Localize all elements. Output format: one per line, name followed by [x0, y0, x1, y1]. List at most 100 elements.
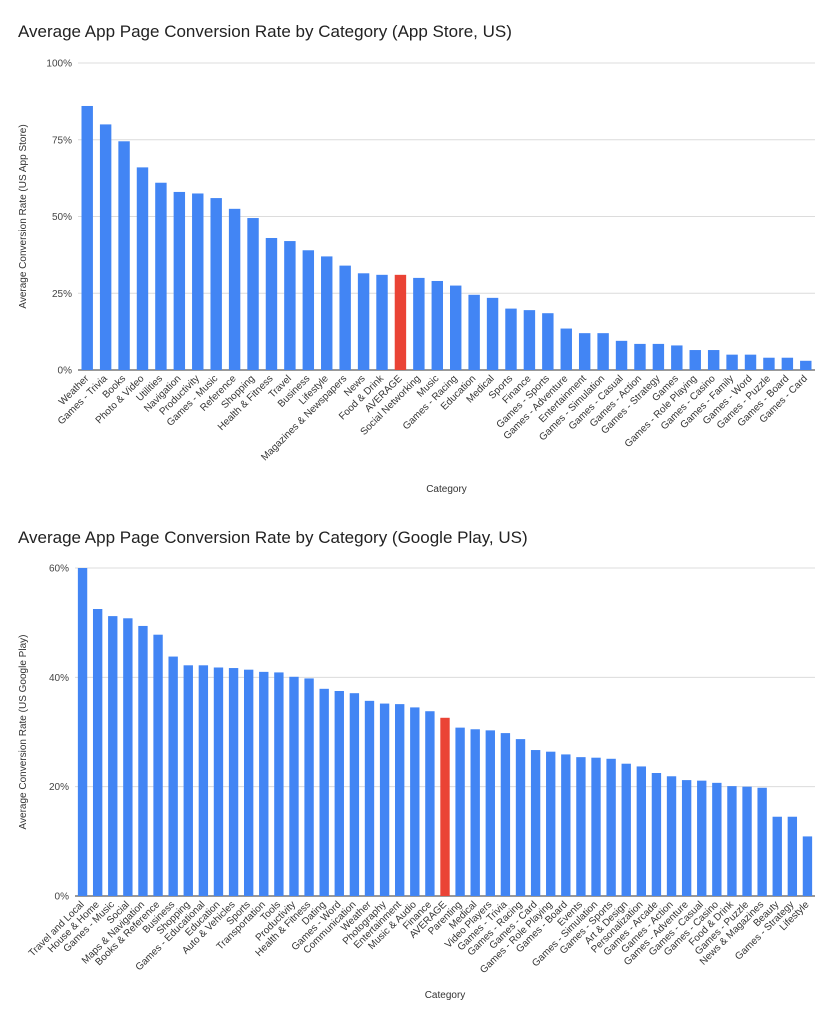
- google-play-bar: [546, 751, 556, 896]
- google-play-bar: [681, 780, 692, 896]
- app-store-bar: [173, 191, 186, 370]
- google-play-bar-average: [440, 717, 450, 896]
- app-store-bar: [450, 285, 462, 370]
- google-play-bar: [334, 691, 344, 896]
- google-play-bar: [153, 634, 163, 896]
- app-store-bar: [763, 357, 775, 370]
- google-play-bar: [742, 786, 752, 896]
- google-play-bar: [591, 757, 601, 896]
- app-store-bar: [505, 308, 517, 370]
- app-store-bar: [800, 360, 812, 370]
- google-play-bar: [108, 616, 118, 896]
- app-store-y-tick-label: 100%: [46, 59, 72, 70]
- google-play-bar: [349, 693, 360, 896]
- app-store-bar: [707, 350, 720, 370]
- google-play-bar: [425, 711, 435, 896]
- google-play-bar: [576, 757, 586, 896]
- google-play-bar: [319, 688, 329, 896]
- app-store-chart: Average App Page Conversion Rate by Cate…: [18, 22, 815, 495]
- app-store-bar: [118, 141, 130, 370]
- app-store-bar: [357, 273, 370, 370]
- app-store-y-tick-label: 25%: [52, 289, 72, 300]
- google-play-bar: [636, 766, 647, 896]
- app-store-bar: [689, 350, 701, 370]
- app-store-bar: [431, 280, 443, 370]
- google-play-bar: [697, 780, 707, 896]
- app-store-y-tick-label: 75%: [52, 135, 72, 146]
- app-store-bar: [155, 182, 167, 370]
- google-play-bar: [500, 733, 511, 896]
- app-store-bar: [468, 294, 480, 370]
- google-play-chart: Average App Page Conversion Rate by Cate…: [18, 528, 815, 1001]
- google-play-bar: [757, 787, 767, 896]
- google-play-bar: [666, 776, 677, 896]
- google-play-bar: [243, 669, 254, 896]
- google-play-bar: [198, 665, 209, 896]
- google-play-y-axis-title: Average Conversion Rate (US Google Play): [18, 635, 29, 830]
- google-play-bar: [410, 707, 420, 896]
- google-play-y-tick-label: 20%: [49, 782, 69, 793]
- google-play-bar: [530, 750, 541, 896]
- app-store-bar: [339, 265, 351, 370]
- google-play-bar: [395, 704, 405, 896]
- app-store-bar: [192, 193, 204, 370]
- app-store-bar: [284, 241, 296, 370]
- google-play-bar: [379, 703, 390, 896]
- app-store-bar: [247, 218, 259, 370]
- app-store-y-tick-label: 50%: [52, 212, 72, 223]
- google-play-y-tick-label: 60%: [49, 564, 69, 575]
- app-store-bar: [578, 333, 591, 370]
- app-store-bar: [560, 328, 572, 370]
- google-play-bar: [727, 786, 737, 896]
- google-play-bar: [123, 618, 133, 896]
- google-play-bar: [606, 758, 616, 896]
- app-store-bar: [597, 333, 609, 370]
- app-store-y-axis-title: Average Conversion Rate (US App Store): [18, 124, 29, 308]
- app-store-bar: [210, 198, 222, 370]
- google-play-bar: [455, 727, 465, 896]
- google-play-bar: [228, 668, 239, 896]
- app-store-bar: [744, 354, 757, 370]
- app-store-bar: [523, 310, 536, 370]
- google-play-bar: [470, 729, 480, 896]
- google-play-bar: [138, 625, 148, 896]
- app-store-bar-average: [394, 274, 407, 370]
- app-store-chart-title: Average App Page Conversion Rate by Cate…: [18, 22, 512, 41]
- app-store-bar: [81, 105, 93, 370]
- google-play-y-tick-label: 0%: [55, 892, 70, 903]
- app-store-bar: [321, 256, 333, 370]
- google-play-bar: [183, 665, 193, 896]
- google-play-bar: [802, 836, 813, 896]
- google-play-bar: [772, 816, 782, 896]
- app-store-bar: [302, 250, 315, 370]
- google-play-bar: [259, 671, 269, 896]
- app-store-bar: [486, 297, 499, 370]
- google-play-bar: [515, 739, 526, 896]
- app-store-bar: [99, 124, 112, 371]
- google-play-bar: [274, 672, 284, 896]
- google-play-bar: [651, 773, 662, 896]
- app-store-bar: [542, 313, 554, 370]
- app-store-bar: [726, 354, 738, 370]
- google-play-bar: [213, 667, 224, 896]
- app-store-bar: [413, 277, 425, 370]
- google-play-bar: [787, 816, 798, 896]
- app-store-bar: [136, 167, 149, 370]
- google-play-bar: [364, 700, 375, 896]
- app-store-y-tick-label: 0%: [58, 366, 73, 377]
- app-store-bar: [615, 340, 628, 370]
- google-play-bar: [168, 656, 178, 896]
- app-store-bar: [634, 343, 646, 370]
- google-play-chart-title: Average App Page Conversion Rate by Cate…: [18, 528, 528, 547]
- app-store-bar: [376, 274, 388, 370]
- google-play-bar: [712, 782, 722, 896]
- app-store-bar: [652, 343, 665, 370]
- google-play-bar: [485, 730, 495, 896]
- app-store-bar: [781, 357, 794, 370]
- app-store-bar: [265, 237, 278, 370]
- google-play-bar: [92, 609, 103, 896]
- google-play-bar: [621, 763, 631, 896]
- google-play-y-tick-label: 40%: [49, 673, 69, 684]
- app-store-x-axis-title: Category: [426, 484, 467, 495]
